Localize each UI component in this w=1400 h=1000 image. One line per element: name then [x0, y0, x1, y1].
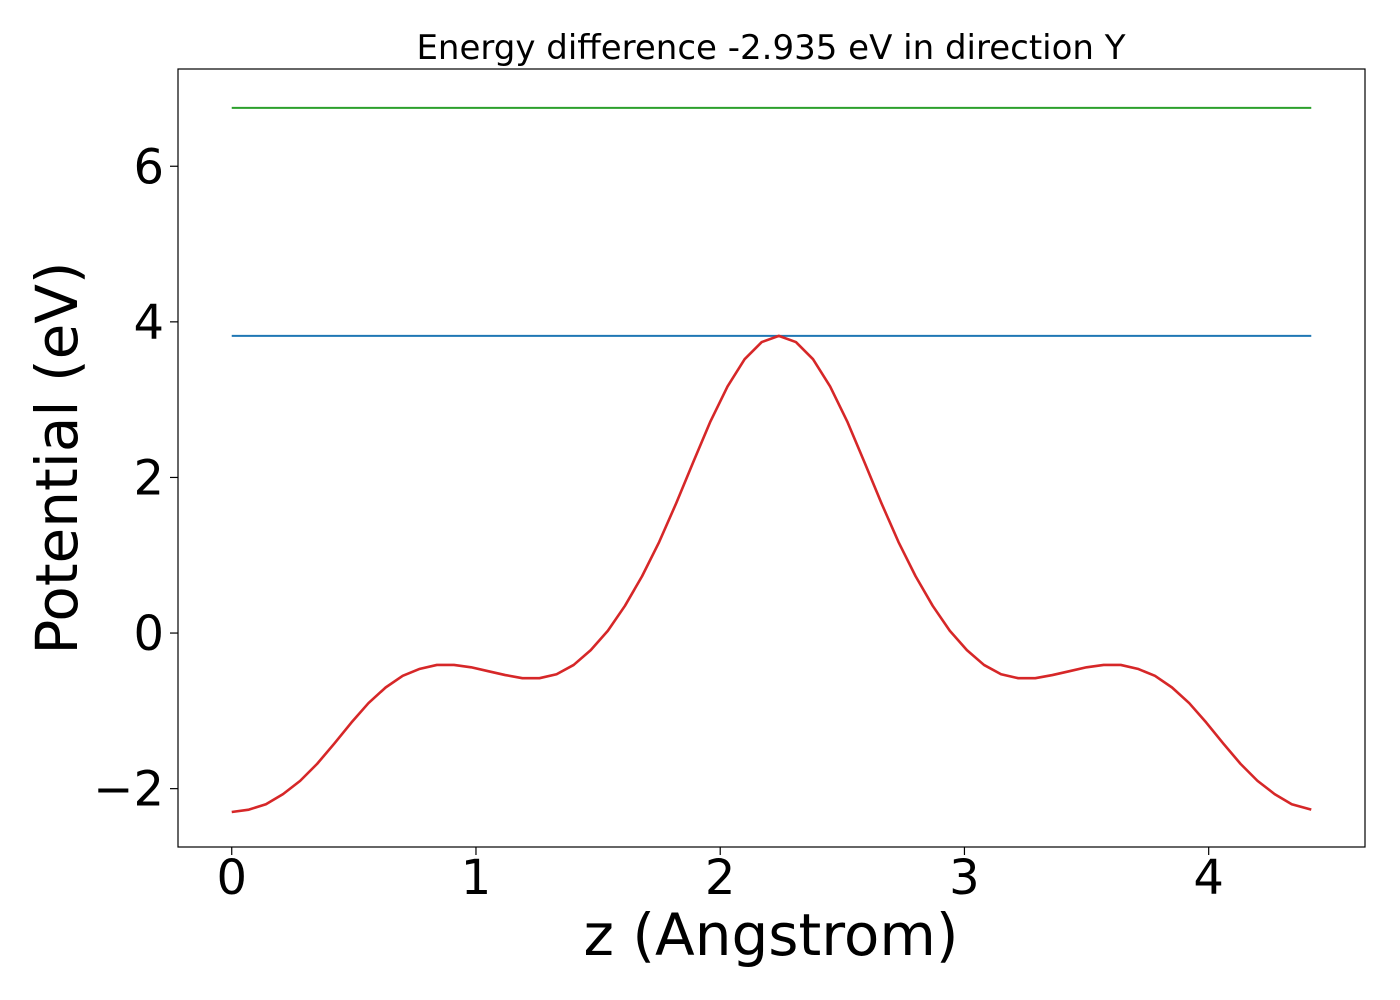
y-axis: −2 0 2 4 6: [93, 139, 178, 818]
y-tick-label: 0: [133, 606, 164, 662]
x-tick-label: 2: [705, 850, 736, 906]
plot-area: [231, 106, 1312, 814]
y-tick-label: 6: [133, 139, 164, 195]
chart-title: Energy difference -2.935 eV in direction…: [416, 28, 1125, 68]
x-tick-label: 4: [1193, 850, 1224, 906]
x-axis: 0 1 2 3 4: [216, 847, 1224, 906]
series-line-3: [231, 334, 1312, 814]
y-tick-label: 4: [133, 295, 164, 351]
y-tick-label: −2: [93, 762, 164, 818]
x-tick-label: 3: [949, 850, 980, 906]
x-tick-label: 0: [216, 850, 247, 906]
x-axis-label: z (Angstrom): [584, 901, 959, 969]
y-tick-label: 2: [133, 450, 164, 506]
axes-frame: [177, 68, 1366, 848]
y-axis-label: Potential (eV): [23, 261, 91, 654]
x-tick-label: 1: [461, 850, 492, 906]
